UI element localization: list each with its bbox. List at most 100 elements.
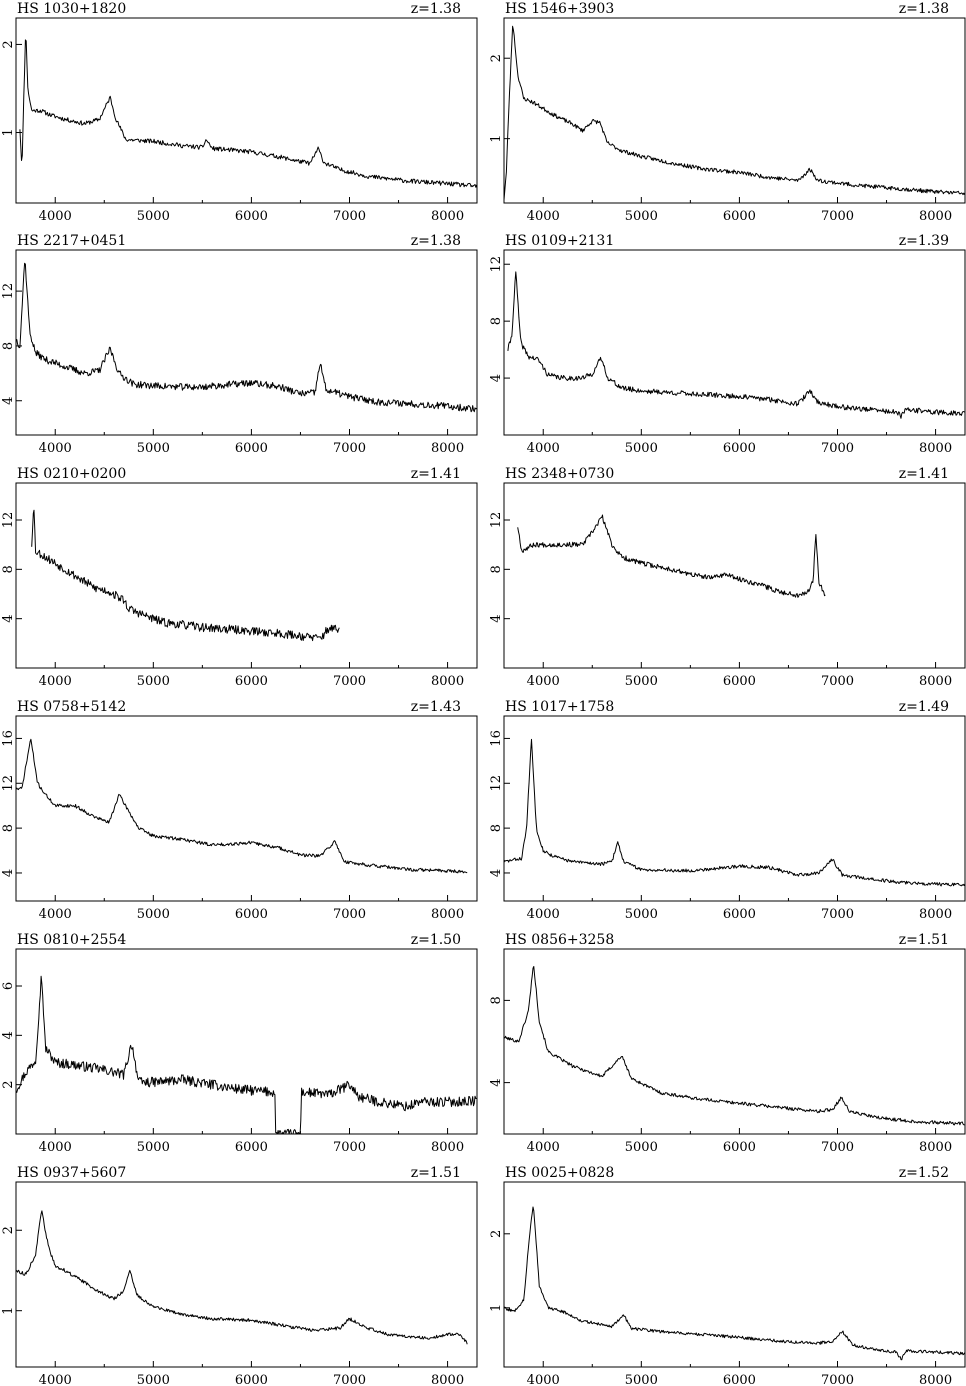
- y-tick-label: 1: [1, 1307, 16, 1315]
- y-tick-label: 4: [489, 615, 504, 623]
- redshift-label: z=1.38: [411, 233, 461, 249]
- spectrum-panel-12: HS 0025+0828 z=1.52 4000 5000 6000 7000 8000 1 2: [489, 1165, 966, 1386]
- y-tick-label: 4: [489, 374, 504, 382]
- plot-frame: [15, 1181, 478, 1368]
- x-tick-label: 4000: [527, 209, 560, 224]
- x-tick-label: 6000: [723, 1140, 756, 1155]
- x-tick-label: 6000: [235, 441, 268, 456]
- x-tick-label: 8000: [431, 907, 464, 922]
- y-tick-label: 8: [1, 565, 16, 573]
- x-tick-label: 4000: [527, 1140, 560, 1155]
- x-tick-label: 4000: [39, 1140, 72, 1155]
- x-tick-label: 4000: [39, 1373, 72, 1386]
- plot-frame: [503, 17, 966, 204]
- spectrum-panel-4: HS 0109+2131 z=1.39 4000 5000 6000 7000 8000 4 8…: [489, 233, 966, 456]
- y-tick-label: 2: [1, 1226, 16, 1234]
- x-tick-label: 6000: [235, 907, 268, 922]
- y-tick-label: 8: [489, 317, 504, 325]
- x-tick-label: 6000: [235, 209, 268, 224]
- spectrum-panel-10: HS 0856+3258 z=1.51 4000 5000 6000 7000 8000 4 8: [489, 932, 966, 1155]
- x-tick-label: 8000: [431, 209, 464, 224]
- x-tick-label: 5000: [137, 209, 170, 224]
- object-name: HS 1017+1758: [505, 699, 614, 715]
- y-tick-label: 12: [1, 775, 16, 792]
- spectrum-line: [15, 975, 477, 1135]
- object-name: HS 2348+0730: [505, 466, 614, 482]
- spectrum-panel-8: HS 1017+1758 z=1.49 4000 5000 6000 7000 8000 4 8…: [489, 699, 966, 922]
- x-tick-label: 6000: [723, 907, 756, 922]
- spectrum-line: [503, 738, 966, 887]
- x-tick-label: 5000: [625, 907, 658, 922]
- x-tick-label: 8000: [919, 907, 952, 922]
- plot-frame: [15, 948, 478, 1135]
- y-tick-label: 2: [1, 40, 16, 48]
- x-tick-label: 6000: [723, 209, 756, 224]
- x-tick-label: 6000: [723, 1373, 756, 1386]
- x-tick-label: 5000: [137, 1373, 170, 1386]
- y-tick-label: 16: [1, 730, 16, 747]
- x-tick-label: 4000: [39, 209, 72, 224]
- y-tick-label: 2: [489, 1230, 504, 1238]
- x-tick-label: 6000: [235, 674, 268, 689]
- y-tick-label: 2: [489, 54, 504, 62]
- y-tick-label: 4: [1, 1031, 16, 1039]
- y-tick-label: 4: [1, 397, 16, 405]
- redshift-label: z=1.38: [411, 1, 461, 17]
- x-tick-label: 7000: [333, 674, 366, 689]
- x-tick-label: 6000: [723, 674, 756, 689]
- object-name: HS 0109+2131: [505, 233, 614, 249]
- redshift-label: z=1.38: [899, 1, 949, 17]
- plot-frame: [503, 715, 966, 902]
- x-tick-label: 8000: [919, 1373, 952, 1386]
- y-tick-label: 1: [489, 135, 504, 143]
- x-tick-label: 7000: [821, 1373, 854, 1386]
- object-name: HS 0810+2554: [17, 932, 126, 948]
- x-tick-label: 5000: [625, 1373, 658, 1386]
- y-tick-label: 1: [489, 1304, 504, 1312]
- redshift-label: z=1.51: [899, 932, 949, 948]
- x-tick-label: 4000: [527, 674, 560, 689]
- y-tick-label: 12: [489, 775, 504, 792]
- plot-frame: [15, 715, 478, 902]
- spectrum-line: [15, 738, 468, 874]
- spectrum-line: [503, 1206, 966, 1361]
- y-tick-label: 4: [489, 869, 504, 877]
- x-tick-label: 8000: [431, 1373, 464, 1386]
- x-tick-label: 8000: [919, 1140, 952, 1155]
- x-tick-label: 5000: [137, 674, 170, 689]
- x-tick-label: 4000: [527, 441, 560, 456]
- x-tick-label: 7000: [821, 209, 854, 224]
- x-tick-label: 8000: [431, 441, 464, 456]
- spectrum-line: [507, 271, 965, 419]
- redshift-label: z=1.41: [411, 466, 461, 482]
- y-tick-label: 8: [489, 824, 504, 832]
- spectrum-panel-7: HS 0758+5142 z=1.43 4000 5000 6000 7000 8000 4 8…: [1, 699, 478, 922]
- y-tick-label: 8: [489, 565, 504, 573]
- spectrum-panel-2: HS 1546+3903 z=1.38 4000 5000 6000 7000 8000 1 2: [489, 1, 966, 224]
- redshift-label: z=1.43: [411, 699, 461, 715]
- y-tick-label: 8: [489, 996, 504, 1004]
- x-tick-label: 8000: [431, 1140, 464, 1155]
- spectrum-panel-6: HS 2348+0730 z=1.41 4000 5000 6000 7000 8000 4 8…: [489, 466, 966, 689]
- x-tick-label: 7000: [821, 441, 854, 456]
- y-tick-label: 8: [1, 824, 16, 832]
- spectrum-line: [15, 1210, 468, 1345]
- redshift-label: z=1.39: [899, 233, 949, 249]
- x-tick-label: 5000: [137, 907, 170, 922]
- plot-frame: [15, 249, 478, 436]
- x-tick-label: 7000: [821, 907, 854, 922]
- x-tick-label: 5000: [137, 1140, 170, 1155]
- object-name: HS 1030+1820: [17, 1, 126, 17]
- x-tick-label: 6000: [723, 441, 756, 456]
- x-tick-label: 7000: [333, 1373, 366, 1386]
- spectrum-panel-5: HS 0210+0200 z=1.41 4000 5000 6000 7000 8000 4 8…: [1, 466, 478, 689]
- plot-frame: [503, 482, 966, 669]
- y-tick-label: 12: [489, 512, 504, 529]
- spectrum-line: [503, 966, 965, 1126]
- redshift-label: z=1.41: [899, 466, 949, 482]
- x-tick-label: 8000: [919, 441, 952, 456]
- redshift-label: z=1.49: [899, 699, 949, 715]
- redshift-label: z=1.51: [411, 1165, 461, 1181]
- y-tick-label: 6: [1, 982, 16, 990]
- spectrum-line: [15, 262, 477, 413]
